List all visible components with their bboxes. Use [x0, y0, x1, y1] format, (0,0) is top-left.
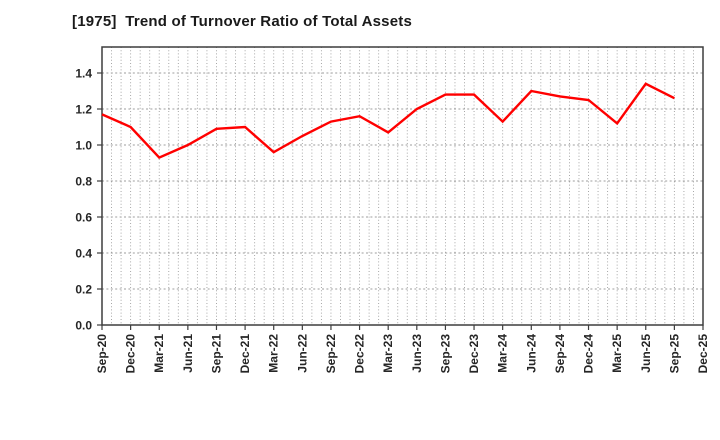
x-tick-label: Dec-25 — [696, 334, 710, 374]
y-tick-label: 0.0 — [75, 319, 92, 333]
x-tick-label: Dec-23 — [467, 334, 481, 374]
y-tick-label: 1.4 — [75, 67, 92, 81]
x-tick-label: Jun-25 — [639, 334, 653, 373]
x-tick-label: Sep-23 — [438, 334, 452, 374]
x-tick-label: Mar-23 — [381, 334, 395, 373]
series-line — [101, 82, 675, 160]
y-tick-label: 0.8 — [75, 175, 92, 189]
x-tick-label: Sep-20 — [95, 334, 109, 374]
y-tick-label: 0.2 — [75, 283, 92, 297]
y-tick-label: 0.6 — [75, 211, 92, 225]
x-tick-label: Mar-21 — [152, 334, 166, 373]
x-tick-label: Jun-23 — [410, 334, 424, 373]
x-tick-label: Sep-21 — [209, 334, 223, 374]
x-tick-label: Sep-22 — [324, 334, 338, 374]
x-tick-label: Jun-24 — [524, 334, 538, 373]
y-tick-label: 1.2 — [75, 103, 92, 117]
y-tick-label: 1.0 — [75, 139, 92, 153]
x-tick-label: Jun-22 — [295, 334, 309, 373]
plot-border — [101, 46, 704, 326]
x-tick-label: Dec-24 — [582, 334, 596, 374]
x-tick-label: Dec-21 — [238, 334, 252, 374]
chart-title: [1975] Trend of Turnover Ratio of Total … — [72, 13, 413, 30]
x-tick-label: Jun-21 — [181, 334, 195, 373]
x-tick-label: Dec-22 — [353, 334, 367, 374]
x-tick-label: Sep-25 — [667, 334, 681, 374]
x-tick-label: Dec-20 — [124, 334, 138, 374]
x-tick-label: Mar-22 — [267, 334, 281, 373]
x-tick-label: Sep-24 — [553, 334, 567, 374]
x-tick-label: Mar-25 — [610, 334, 624, 373]
y-tick-label: 0.4 — [75, 247, 92, 261]
x-tick-label: Mar-24 — [496, 334, 510, 373]
